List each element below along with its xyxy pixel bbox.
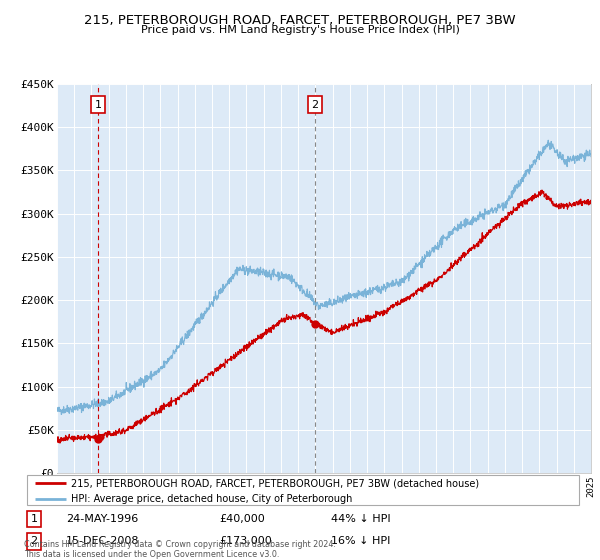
Text: 215, PETERBOROUGH ROAD, FARCET, PETERBOROUGH, PE7 3BW (detached house): 215, PETERBOROUGH ROAD, FARCET, PETERBOR… (71, 478, 479, 488)
FancyBboxPatch shape (27, 475, 579, 505)
Text: 2: 2 (31, 536, 38, 547)
Text: 2: 2 (311, 100, 318, 110)
Text: Contains HM Land Registry data © Crown copyright and database right 2024.
This d: Contains HM Land Registry data © Crown c… (24, 540, 336, 559)
Text: HPI: Average price, detached house, City of Peterborough: HPI: Average price, detached house, City… (71, 494, 353, 504)
Text: £173,000: £173,000 (220, 536, 272, 547)
Text: 16% ↓ HPI: 16% ↓ HPI (331, 536, 390, 547)
Text: Price paid vs. HM Land Registry's House Price Index (HPI): Price paid vs. HM Land Registry's House … (140, 25, 460, 35)
Text: 44% ↓ HPI: 44% ↓ HPI (331, 514, 391, 524)
Text: 1: 1 (95, 100, 101, 110)
Text: 215, PETERBOROUGH ROAD, FARCET, PETERBOROUGH, PE7 3BW: 215, PETERBOROUGH ROAD, FARCET, PETERBOR… (84, 14, 516, 27)
Text: £40,000: £40,000 (220, 514, 265, 524)
Text: 24-MAY-1996: 24-MAY-1996 (66, 514, 138, 524)
Text: 15-DEC-2008: 15-DEC-2008 (66, 536, 139, 547)
Text: 1: 1 (31, 514, 38, 524)
